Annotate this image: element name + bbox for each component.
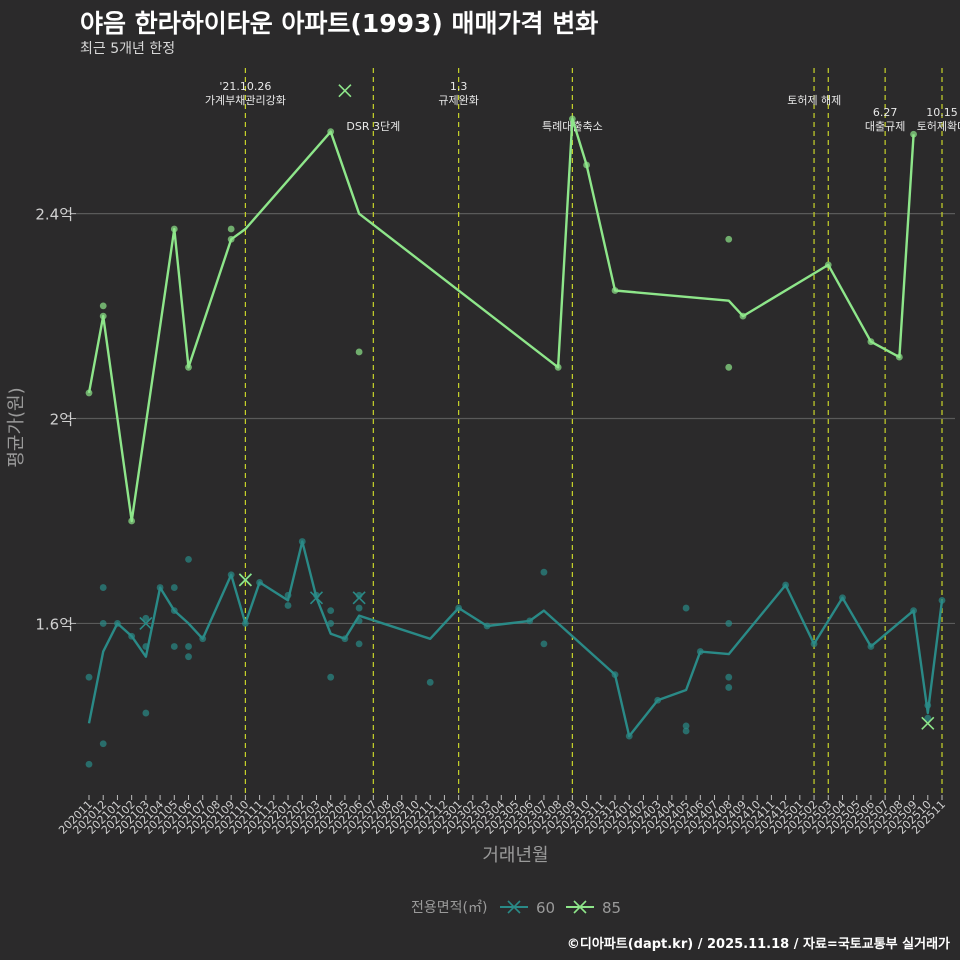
data-point xyxy=(327,607,335,615)
data-point xyxy=(85,389,93,397)
data-point xyxy=(426,678,434,686)
data-point xyxy=(185,555,192,563)
series-60 xyxy=(85,538,946,768)
legend-swatch-cross xyxy=(507,900,521,914)
cross-marker xyxy=(921,716,935,730)
cross-marker xyxy=(338,84,352,98)
data-point xyxy=(540,640,548,648)
cross-stroke xyxy=(338,84,352,98)
legend-item-60: 60 xyxy=(500,899,555,917)
series-layer xyxy=(85,84,946,768)
legend: 전용면적(㎡) 60 85 xyxy=(411,899,621,917)
data-point xyxy=(682,727,690,735)
data-point xyxy=(142,614,150,622)
y-tick-label: 2억 xyxy=(50,411,73,429)
data-point xyxy=(725,363,733,371)
data-point xyxy=(185,653,192,661)
data-point xyxy=(355,640,363,648)
data-point xyxy=(682,722,690,730)
legend-item-85: 85 xyxy=(566,899,621,917)
series-line xyxy=(87,540,944,738)
y-tick-label: 2.4억 xyxy=(35,206,73,224)
event-label: 10.15 xyxy=(926,106,958,119)
data-point xyxy=(185,643,192,650)
cross-marker xyxy=(309,591,324,605)
source-caption: ©디아파트(dapt.kr) / 2025.11.18 / 자료=국토교통부 실… xyxy=(566,937,950,952)
event-label: DSR 3단계 xyxy=(346,120,400,133)
data-point xyxy=(170,584,178,591)
cross-marker xyxy=(139,616,153,630)
data-point xyxy=(227,225,235,233)
event-label: '21.10.26 xyxy=(219,80,271,93)
chart-subtitle: 최근 5개년 한정 xyxy=(80,41,176,57)
data-point xyxy=(725,673,733,681)
event-label: 1.3 xyxy=(450,80,468,93)
data-point xyxy=(327,673,335,681)
data-point xyxy=(725,620,733,627)
cross-stroke xyxy=(238,573,252,587)
cross-stroke xyxy=(139,616,153,630)
data-point xyxy=(142,709,150,717)
data-point xyxy=(938,596,946,604)
cross-stroke xyxy=(309,591,324,605)
data-point xyxy=(540,568,548,576)
data-point xyxy=(284,602,292,609)
data-point xyxy=(355,348,363,356)
data-point xyxy=(924,714,932,722)
data-point xyxy=(355,604,363,612)
legend-label: 85 xyxy=(602,899,621,917)
data-point xyxy=(910,130,917,138)
chart-title: 야음 한라하이타운 아파트(1993) 매매가격 변화 xyxy=(80,9,599,38)
y-axis-title: 평균가(원) xyxy=(6,387,27,467)
event-label: 가계부채관리강화 xyxy=(205,94,286,107)
data-point xyxy=(99,584,107,591)
event-label: 대출규제 xyxy=(865,120,905,133)
event-label: 토허제확대 xyxy=(917,120,960,133)
event-label: 토허제 해제 xyxy=(787,93,841,107)
data-point xyxy=(99,740,107,748)
legend-swatch-cross xyxy=(573,900,587,914)
cross-marker xyxy=(352,591,366,605)
cross-stroke xyxy=(921,716,935,730)
data-point xyxy=(99,302,107,310)
y-tick-label: 1.6억 xyxy=(35,615,73,633)
legend-label: 60 xyxy=(536,899,555,917)
data-point xyxy=(327,620,335,627)
data-point xyxy=(99,620,107,627)
series-85 xyxy=(85,84,935,730)
grid-layer xyxy=(76,213,955,625)
legend-title: 전용면적(㎡) xyxy=(411,900,487,916)
event-label: 6.27 xyxy=(873,106,898,119)
cross-marker xyxy=(238,573,252,587)
data-point xyxy=(85,760,93,768)
series-line xyxy=(87,117,915,523)
data-point xyxy=(725,684,733,691)
x-axis-title: 거래년월 xyxy=(482,845,548,866)
data-point xyxy=(85,673,93,681)
cross-stroke xyxy=(352,591,366,605)
event-label: 규제완화 xyxy=(438,94,478,107)
data-point xyxy=(170,643,178,650)
data-point xyxy=(682,604,690,612)
data-point xyxy=(725,235,733,243)
